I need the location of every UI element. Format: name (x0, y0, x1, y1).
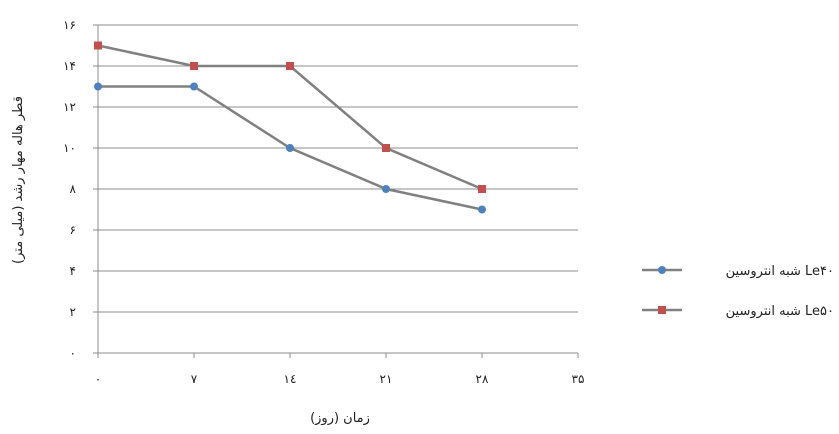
x-tick-label: ۲۸ (476, 372, 489, 386)
legend: شبه انتروسین Le۴۰ شبه انتروسین Le۵۰ (642, 264, 834, 319)
series (94, 41, 486, 214)
series-1 (94, 82, 486, 214)
legend-marker (658, 266, 666, 274)
y-tick-label: ۱۴ (63, 59, 76, 73)
data-point (286, 62, 294, 70)
tick-labels: ۰ ۲ ۴ ۶ ۸ ۱۰ ۱۲ ۱۴ ۱۶ ۰ ۷ ۱٤ ۲۱ ۲۸ ۳۵ (63, 18, 584, 386)
data-point (478, 205, 486, 214)
legend-label: شبه انتروسین Le۵۰ (726, 304, 834, 319)
x-tick-label: ۳۵ (572, 372, 585, 386)
data-point (478, 185, 486, 193)
legend-item: شبه انتروسین Le۴۰ (642, 264, 834, 279)
data-point (94, 41, 102, 50)
x-tick-label: ۲۱ (380, 372, 393, 386)
legend-marker (658, 306, 666, 314)
x-axis-title: زمان (روز) (310, 411, 370, 426)
data-point (94, 82, 102, 91)
legend-item: شبه انتروسین Le۵۰ (642, 304, 834, 319)
data-point (190, 62, 198, 70)
data-point (190, 82, 198, 91)
data-point (382, 185, 390, 193)
data-point (286, 144, 294, 152)
x-tick-label: ۷ (191, 372, 198, 386)
y-tick-label: ۴ (70, 264, 76, 278)
x-tick-label: ۰ (95, 372, 101, 386)
axes (93, 24, 579, 358)
data-point (382, 144, 390, 152)
y-tick-label: ۰ (70, 346, 76, 360)
y-tick-label: ۲ (70, 305, 76, 319)
y-tick-label: ۱۲ (63, 100, 76, 114)
y-tick-label: ۶ (70, 223, 76, 237)
x-tick-label: ۱٤ (284, 372, 297, 386)
series-2 (94, 41, 486, 193)
y-tick-label: ۸ (70, 182, 77, 196)
y-tick-label: ۱۰ (63, 141, 76, 155)
y-axis-title: قطر هاله مهار رشد (میلی متر) (11, 96, 26, 264)
legend-label: شبه انتروسین Le۴۰ (726, 264, 834, 279)
y-tick-label: ۱۶ (63, 18, 76, 32)
